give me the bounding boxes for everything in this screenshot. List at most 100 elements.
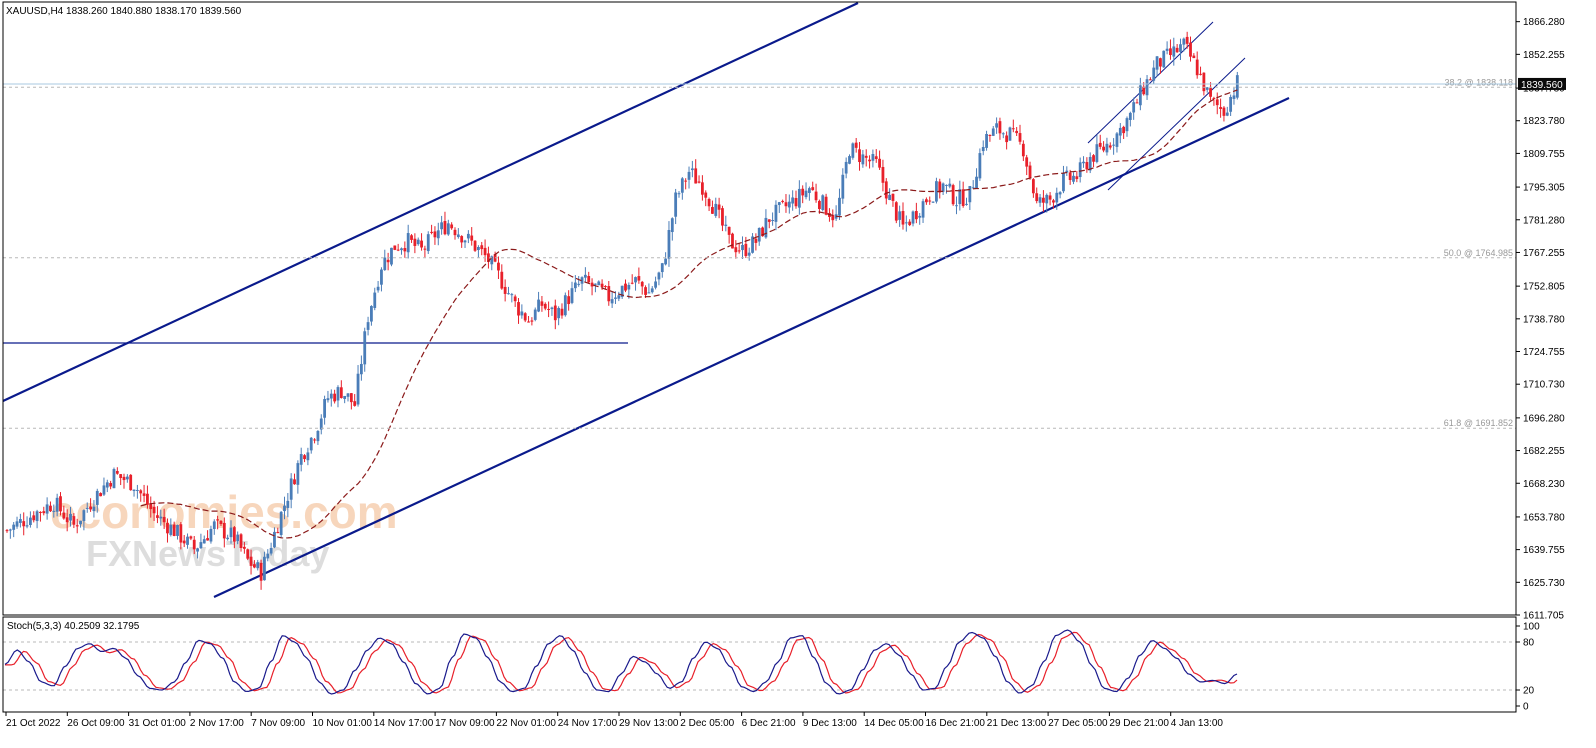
candle-body (276, 531, 280, 534)
candle-body (89, 506, 92, 510)
time-tick-label: 7 Nov 09:00 (251, 718, 305, 729)
stoch-tick-label: 20 (1523, 686, 1535, 697)
candle-body (884, 181, 888, 199)
candle-body (811, 187, 815, 191)
candle-body (1172, 46, 1176, 57)
candle-body (1052, 200, 1055, 203)
candle-body (918, 215, 922, 218)
candle-body (637, 276, 641, 281)
fib-level-label: 61.8 @ 1691.852 (1444, 418, 1513, 428)
candle-body (868, 159, 871, 162)
candle-body (393, 245, 397, 250)
candle-body (473, 240, 477, 251)
candle-body (904, 222, 908, 224)
candle-body (279, 511, 283, 535)
candle-body (122, 476, 126, 481)
candle-body (771, 219, 775, 221)
candle-body (707, 198, 711, 207)
candle-body (246, 549, 250, 559)
candle-body (119, 474, 123, 478)
candle-body (714, 203, 718, 216)
candle-body (463, 240, 467, 243)
candle-body (39, 511, 42, 513)
candle-body (1179, 44, 1182, 52)
candle-body (503, 286, 507, 294)
candle-body (182, 540, 186, 544)
candle-body (580, 277, 584, 284)
candle-body (731, 233, 734, 249)
price-tick-label: 1738.780 (1523, 314, 1565, 325)
candle-body (403, 248, 407, 252)
candle-body (109, 483, 113, 487)
candle-body (1122, 126, 1126, 134)
candle-body (149, 503, 153, 510)
stoch-tick-label: 80 (1523, 638, 1535, 649)
price-tick-label: 1809.755 (1523, 149, 1565, 160)
price-tick-label: 1625.730 (1523, 578, 1565, 589)
candle-body (1138, 85, 1142, 106)
candle-body (721, 208, 724, 226)
candle-body (560, 308, 564, 316)
candle-body (757, 227, 761, 242)
candle-body (333, 393, 337, 402)
candle-body (69, 513, 72, 521)
chart-header-ohlc: XAUUSD,H4 1838.260 1840.880 1838.170 183… (6, 6, 242, 17)
mini-channel-lower-line (1107, 57, 1246, 191)
candle-body (15, 521, 19, 527)
candle-body (273, 531, 276, 548)
candle-body (1102, 146, 1105, 151)
candle-body (988, 134, 992, 136)
candle-body (52, 510, 56, 512)
stoch-panel-border (2, 616, 1517, 713)
time-tick-label: 21 Dec 13:00 (987, 718, 1047, 729)
price-tick-label: 1682.255 (1523, 446, 1565, 457)
candle-body (680, 178, 684, 193)
time-tick-label: 2 Dec 05:00 (680, 718, 734, 729)
candle-body (507, 293, 510, 295)
candle-body (761, 227, 764, 237)
candle-body (62, 512, 66, 519)
candle-body (450, 224, 454, 229)
candle-body (440, 222, 444, 230)
candle-body (935, 181, 938, 202)
candle-body (1229, 96, 1233, 112)
candle-body (1042, 197, 1045, 203)
candle-body (948, 183, 952, 187)
candle-body (323, 399, 327, 418)
candle-body (945, 184, 948, 186)
candle-body (624, 283, 627, 291)
candle-body (176, 524, 179, 536)
candle-body (206, 538, 209, 541)
candle-body (1212, 97, 1216, 99)
candle-body (12, 524, 16, 530)
candle-body (975, 176, 978, 189)
candle-body (162, 516, 166, 523)
candle-body (744, 243, 748, 257)
candle-body (426, 234, 430, 252)
candle-body (95, 490, 99, 505)
candle-body (299, 454, 303, 465)
candle-body (283, 505, 286, 512)
candle-body (520, 311, 524, 316)
candle-body (597, 281, 601, 286)
candle-body (998, 121, 1002, 134)
candle-body (1209, 88, 1212, 97)
candle-body (186, 536, 189, 545)
candle-body (614, 297, 617, 299)
candle-body (1199, 73, 1202, 75)
candle-body (767, 219, 771, 222)
candle-body (1015, 130, 1019, 134)
candle-body (339, 387, 343, 398)
time-tick-label: 17 Nov 09:00 (435, 718, 495, 729)
candle-body (777, 202, 781, 205)
candle-body (553, 305, 557, 321)
candle-body (1008, 127, 1012, 141)
candle-body (1068, 172, 1072, 181)
candle-body (670, 218, 674, 233)
candle-body (32, 515, 36, 521)
stoch-main-line (4, 629, 1238, 695)
candle-body (42, 511, 46, 514)
candle-body (971, 187, 975, 189)
